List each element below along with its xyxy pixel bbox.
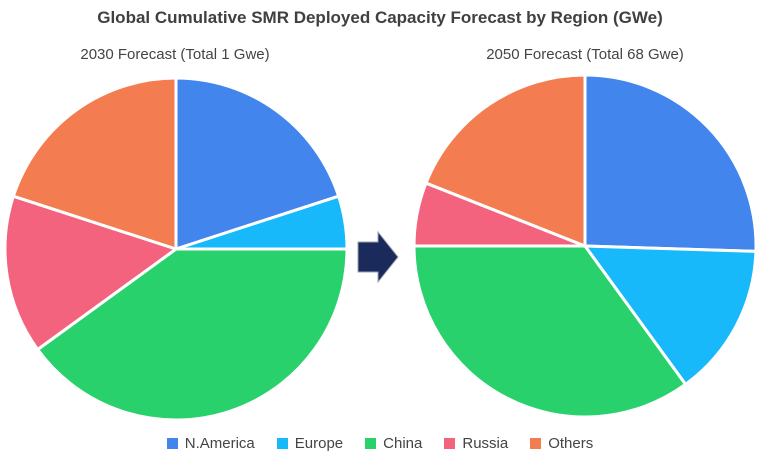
pie-2030-slice-others — [11, 76, 178, 251]
legend: N.America Europe China Russia Others — [0, 435, 760, 452]
pie-2050-slice-europe — [583, 244, 758, 386]
legend-swatch-russia — [444, 438, 456, 449]
pie-2030-subtitle: 2030 Forecast (Total 1 Gwe) — [80, 46, 270, 63]
legend-label-europe: Europe — [294, 435, 344, 452]
legend-label-others: Others — [548, 435, 594, 452]
legend-label-n-america: N.America — [184, 435, 255, 452]
pie-2030-slice-china — [36, 247, 349, 422]
legend-item-europe: Europe — [276, 435, 344, 452]
legend-label-china: China — [383, 435, 423, 452]
chart-title: Global Cumulative SMR Deployed Capacity … — [97, 8, 663, 27]
legend-label-russia: Russia — [462, 435, 509, 452]
legend-item-china: China — [365, 435, 422, 452]
pie-2050-slice-china — [412, 244, 688, 419]
arrow-right-icon — [357, 230, 399, 284]
legend-swatch-n-america — [166, 438, 178, 449]
legend-swatch-others — [530, 438, 542, 449]
legend-swatch-china — [365, 438, 377, 449]
pie-2050-slice-n-america — [583, 73, 758, 253]
legend-item-others: Others — [530, 435, 593, 452]
pie-charts — [3, 73, 758, 422]
legend-item-n-america: N.America — [166, 435, 255, 452]
legend-swatch-europe — [276, 438, 288, 449]
pie-2030-slice-n-america — [174, 76, 341, 251]
pie-2050-slice-others — [424, 73, 587, 248]
pie-2050-subtitle: 2050 Forecast (Total 68 Gwe) — [486, 46, 684, 63]
legend-item-russia: Russia — [444, 435, 508, 452]
pie-2030-slice-russia — [3, 194, 178, 352]
